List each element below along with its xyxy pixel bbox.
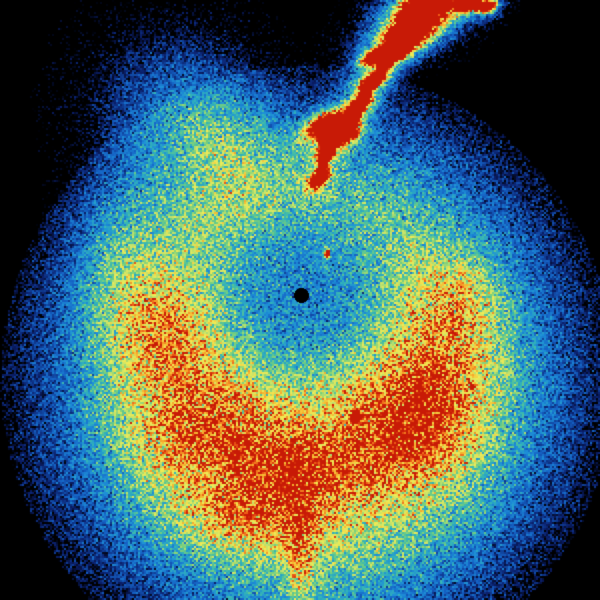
xray-image-canvas (0, 0, 600, 600)
image-viewport: X-ray surface brightness image (0, 0, 600, 600)
